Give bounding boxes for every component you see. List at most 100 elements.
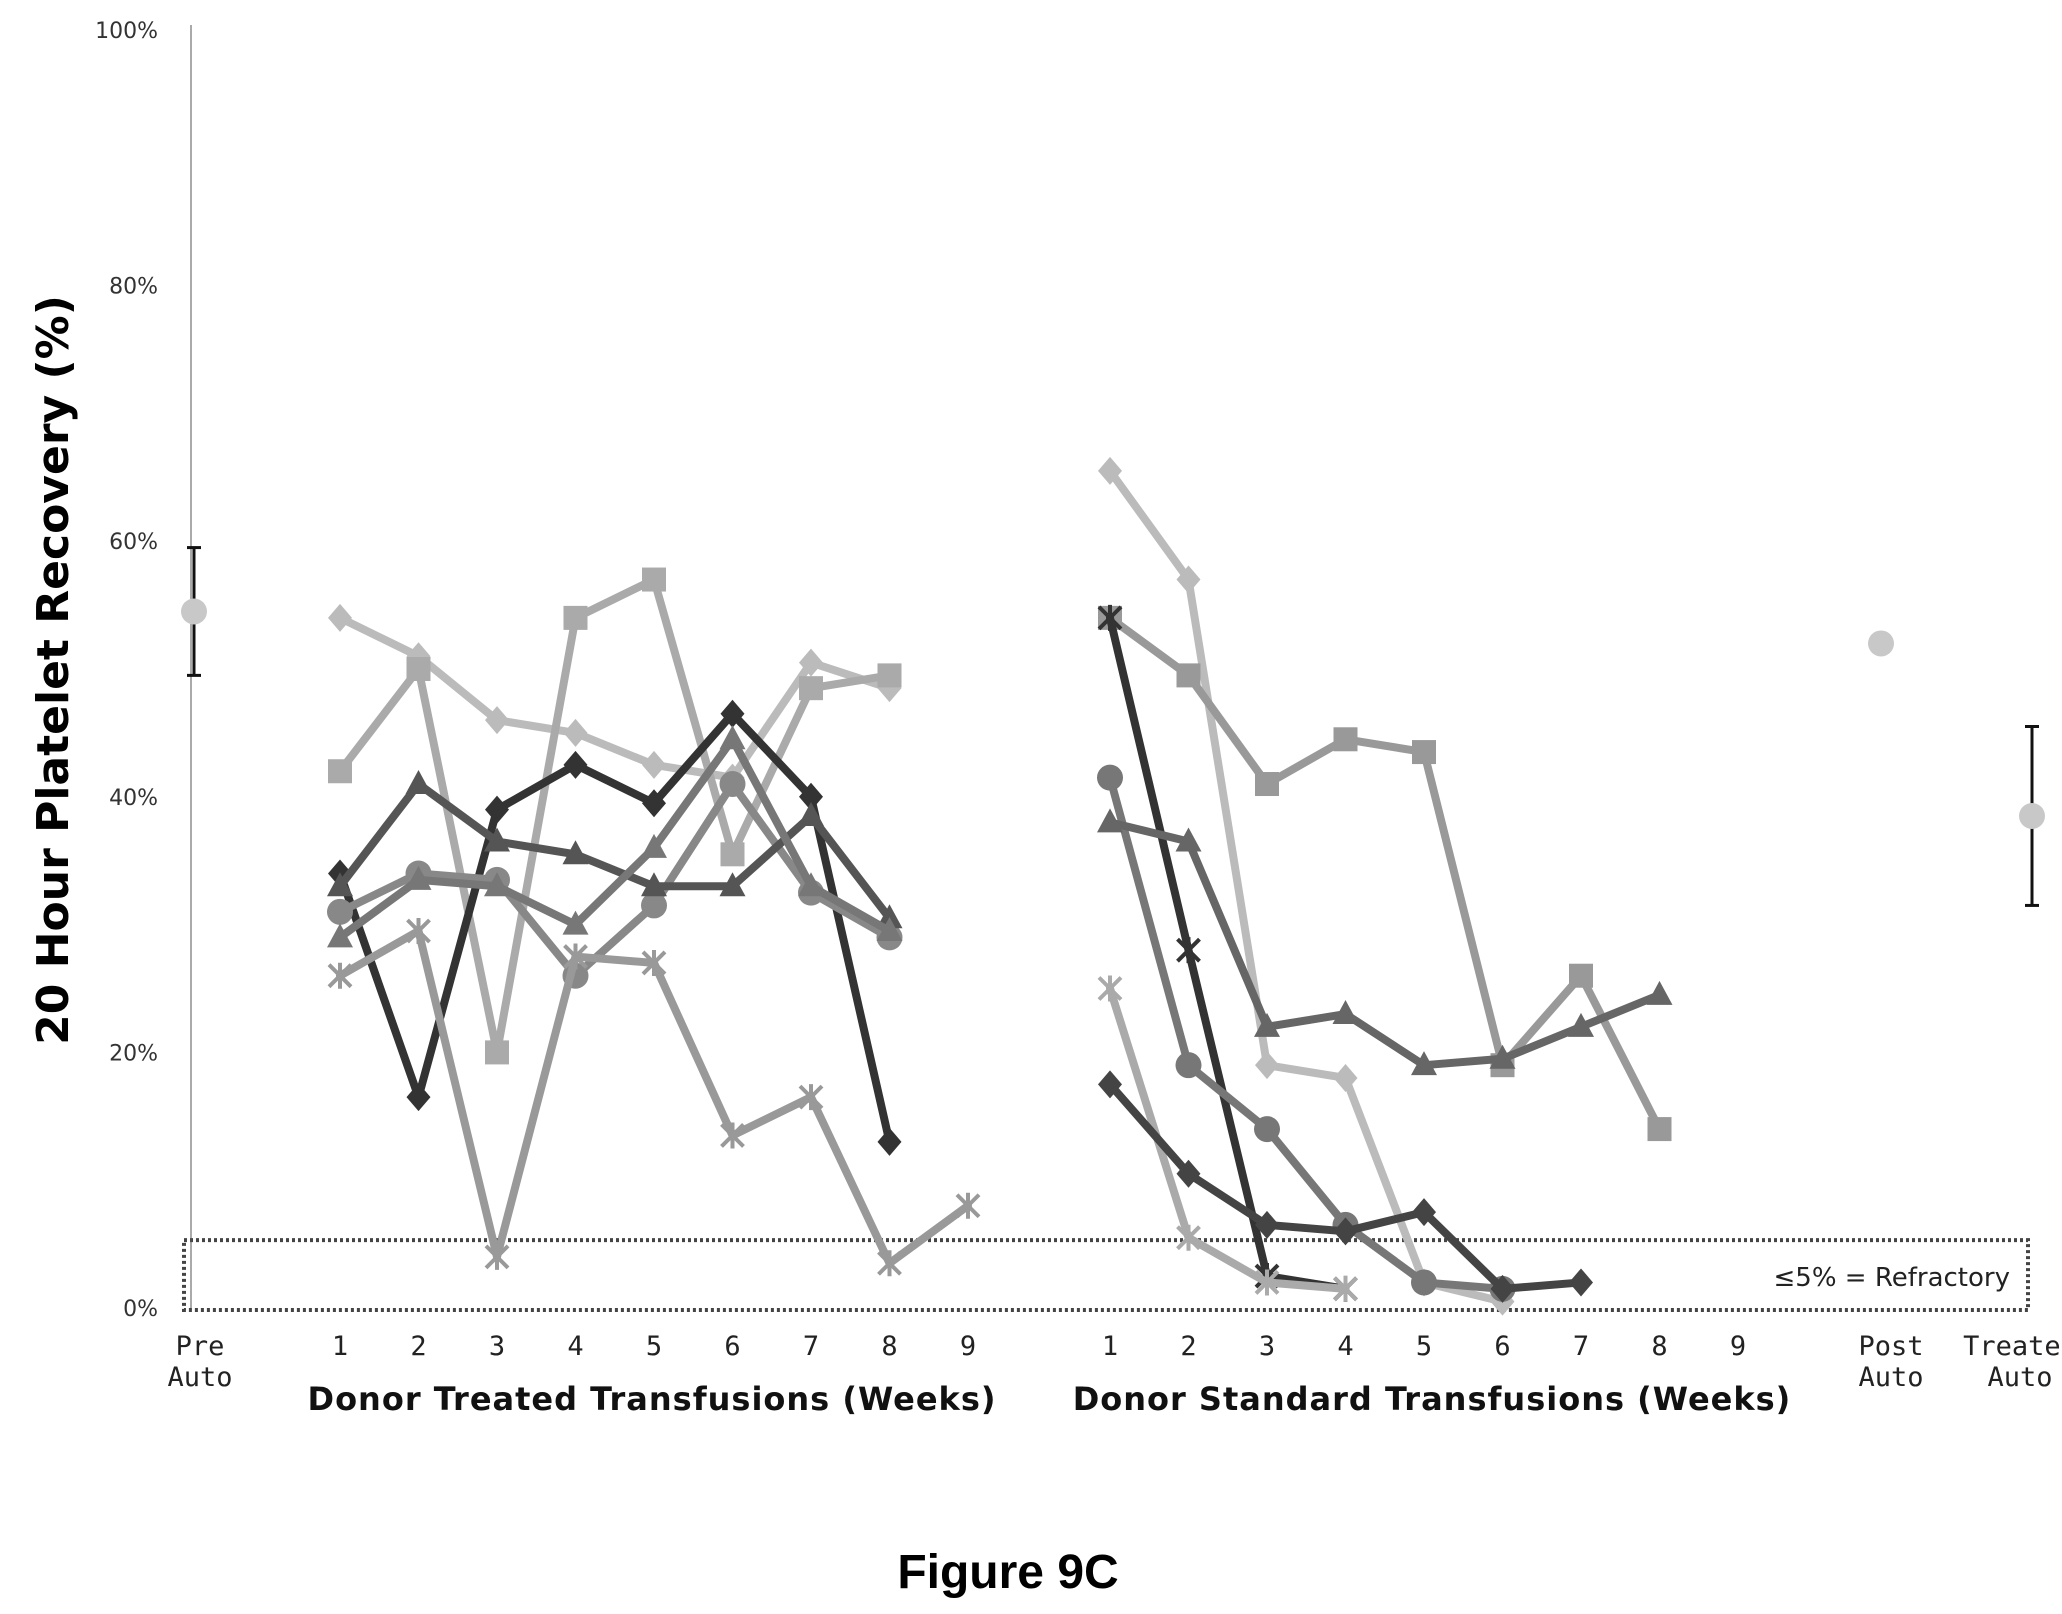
x-tick-label: 3 xyxy=(1259,1331,1275,1362)
y-tick-label: 40% xyxy=(109,786,158,811)
treated-point xyxy=(877,1127,902,1156)
y-tick-label: 0% xyxy=(123,1297,158,1322)
standard-point xyxy=(1097,808,1123,833)
standard-series-line xyxy=(1106,773,1507,1293)
treated-point xyxy=(720,842,745,867)
post-auto-point xyxy=(1868,630,1894,657)
standard-point xyxy=(1412,1198,1436,1227)
standard-series-line xyxy=(1106,1080,1585,1293)
treated-point xyxy=(719,725,746,750)
y-axis-title-group: 20 Hour Platelet Recovery (%) xyxy=(28,295,79,1045)
pre-auto-label-line1: Pre xyxy=(176,1331,225,1362)
standard-point xyxy=(1333,727,1358,752)
treated-point xyxy=(955,1192,981,1219)
treated-point xyxy=(642,789,666,818)
x-tick-label: 5 xyxy=(646,1331,662,1362)
treated-point xyxy=(876,916,903,941)
treated-series-line xyxy=(336,709,894,1146)
standard-series xyxy=(1097,808,1673,1076)
axis-labels: 1 2 3 4 5 6 7 8 9 1 2 3 4 5 6 7 8 9 Donor Treated Transfus… xyxy=(167,1331,2062,1418)
treated-point xyxy=(877,663,902,688)
treated-point xyxy=(642,750,666,779)
standard-point xyxy=(1097,975,1123,1002)
treated-series xyxy=(328,567,902,1065)
x-tick-label: 6 xyxy=(1494,1331,1510,1362)
treated-point xyxy=(563,943,588,970)
treated-series xyxy=(327,725,903,948)
treated-point xyxy=(641,949,667,976)
standard-series-line xyxy=(1106,984,1350,1293)
treated-series-line xyxy=(336,735,894,942)
treated-series xyxy=(327,917,981,1277)
standard-point xyxy=(1490,1274,1515,1303)
treated-auto-label-line1: Treated xyxy=(1963,1331,2062,1362)
standard-point xyxy=(1176,565,1201,594)
x-tick-label: 4 xyxy=(567,1331,583,1362)
y-tick-label: 80% xyxy=(109,275,158,300)
treated-point xyxy=(720,1122,745,1149)
y-axis-title: 20 Hour Platelet Recovery (%) xyxy=(28,295,79,1045)
treated-point xyxy=(719,872,746,897)
standard-series-line xyxy=(1106,818,1664,1070)
treated-point xyxy=(562,910,589,935)
treated-point xyxy=(798,801,824,826)
figure-caption: Figure 9C xyxy=(897,1546,1118,1599)
treated-point xyxy=(799,782,823,811)
treated-series xyxy=(327,770,903,929)
treated-auto-label-line2: Auto xyxy=(1987,1362,2052,1393)
standard-point xyxy=(1412,740,1436,765)
treated-point xyxy=(642,567,666,592)
treated-series xyxy=(328,699,902,1156)
standard-point xyxy=(1569,963,1593,988)
standard-point xyxy=(1333,1275,1358,1302)
standard-series-line xyxy=(1106,613,1664,1134)
standard-series xyxy=(1098,456,1515,1316)
y-tick-label: 60% xyxy=(109,530,158,555)
standard-point xyxy=(1176,1159,1201,1188)
x-tick-label: 8 xyxy=(1651,1331,1667,1362)
standard-point xyxy=(1411,1051,1437,1076)
post-auto-label-line1: Post xyxy=(1858,1331,1923,1362)
x-tick-label: 2 xyxy=(410,1331,426,1362)
treated-point xyxy=(328,759,352,784)
standard-point xyxy=(1175,827,1202,852)
standard-point xyxy=(1411,1269,1437,1296)
standard-point xyxy=(1255,1051,1279,1080)
standard-point xyxy=(1255,772,1279,797)
standard-point xyxy=(1175,1052,1202,1079)
x-tick-label: 7 xyxy=(803,1331,819,1362)
treated-point xyxy=(798,872,824,897)
standard-point xyxy=(1568,1012,1594,1037)
treated-point xyxy=(877,1250,902,1277)
treated-point xyxy=(485,1040,509,1065)
treated-point xyxy=(406,1083,431,1112)
standard-point xyxy=(1332,1000,1359,1025)
treated-point xyxy=(562,840,589,865)
treated-point xyxy=(327,898,353,925)
standard-point xyxy=(1333,1217,1358,1246)
treated-point xyxy=(876,904,903,929)
x-tick-label: 5 xyxy=(1416,1331,1432,1362)
standard-point xyxy=(1098,1070,1122,1099)
treated-point xyxy=(720,699,745,728)
standard-point xyxy=(1569,1268,1593,1297)
treated-series-line xyxy=(336,780,894,923)
treated-point xyxy=(405,865,432,890)
treated-point xyxy=(641,872,667,897)
standard-point xyxy=(1097,764,1123,791)
standard-point xyxy=(1176,937,1201,964)
axes: 0% 20% 40% 60% 80% 100% xyxy=(95,19,192,1322)
post-auto-label-line2: Auto xyxy=(1858,1362,1923,1393)
standard-point xyxy=(1647,1117,1672,1142)
treated-point xyxy=(327,962,353,989)
standard-point xyxy=(1254,1012,1280,1037)
treated-point xyxy=(485,795,509,824)
treated-point xyxy=(641,892,667,919)
standard-point xyxy=(1254,1116,1280,1143)
standard-series-line xyxy=(1106,613,1350,1293)
standard-point xyxy=(1255,1210,1279,1239)
group-label-treated: Donor Treated Transfusions (Weeks) xyxy=(308,1380,997,1418)
treated-point xyxy=(563,605,588,630)
x-tick-label: 4 xyxy=(1337,1331,1353,1362)
